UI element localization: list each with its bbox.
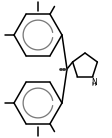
Text: N: N: [91, 78, 97, 87]
Text: H: H: [92, 82, 97, 87]
